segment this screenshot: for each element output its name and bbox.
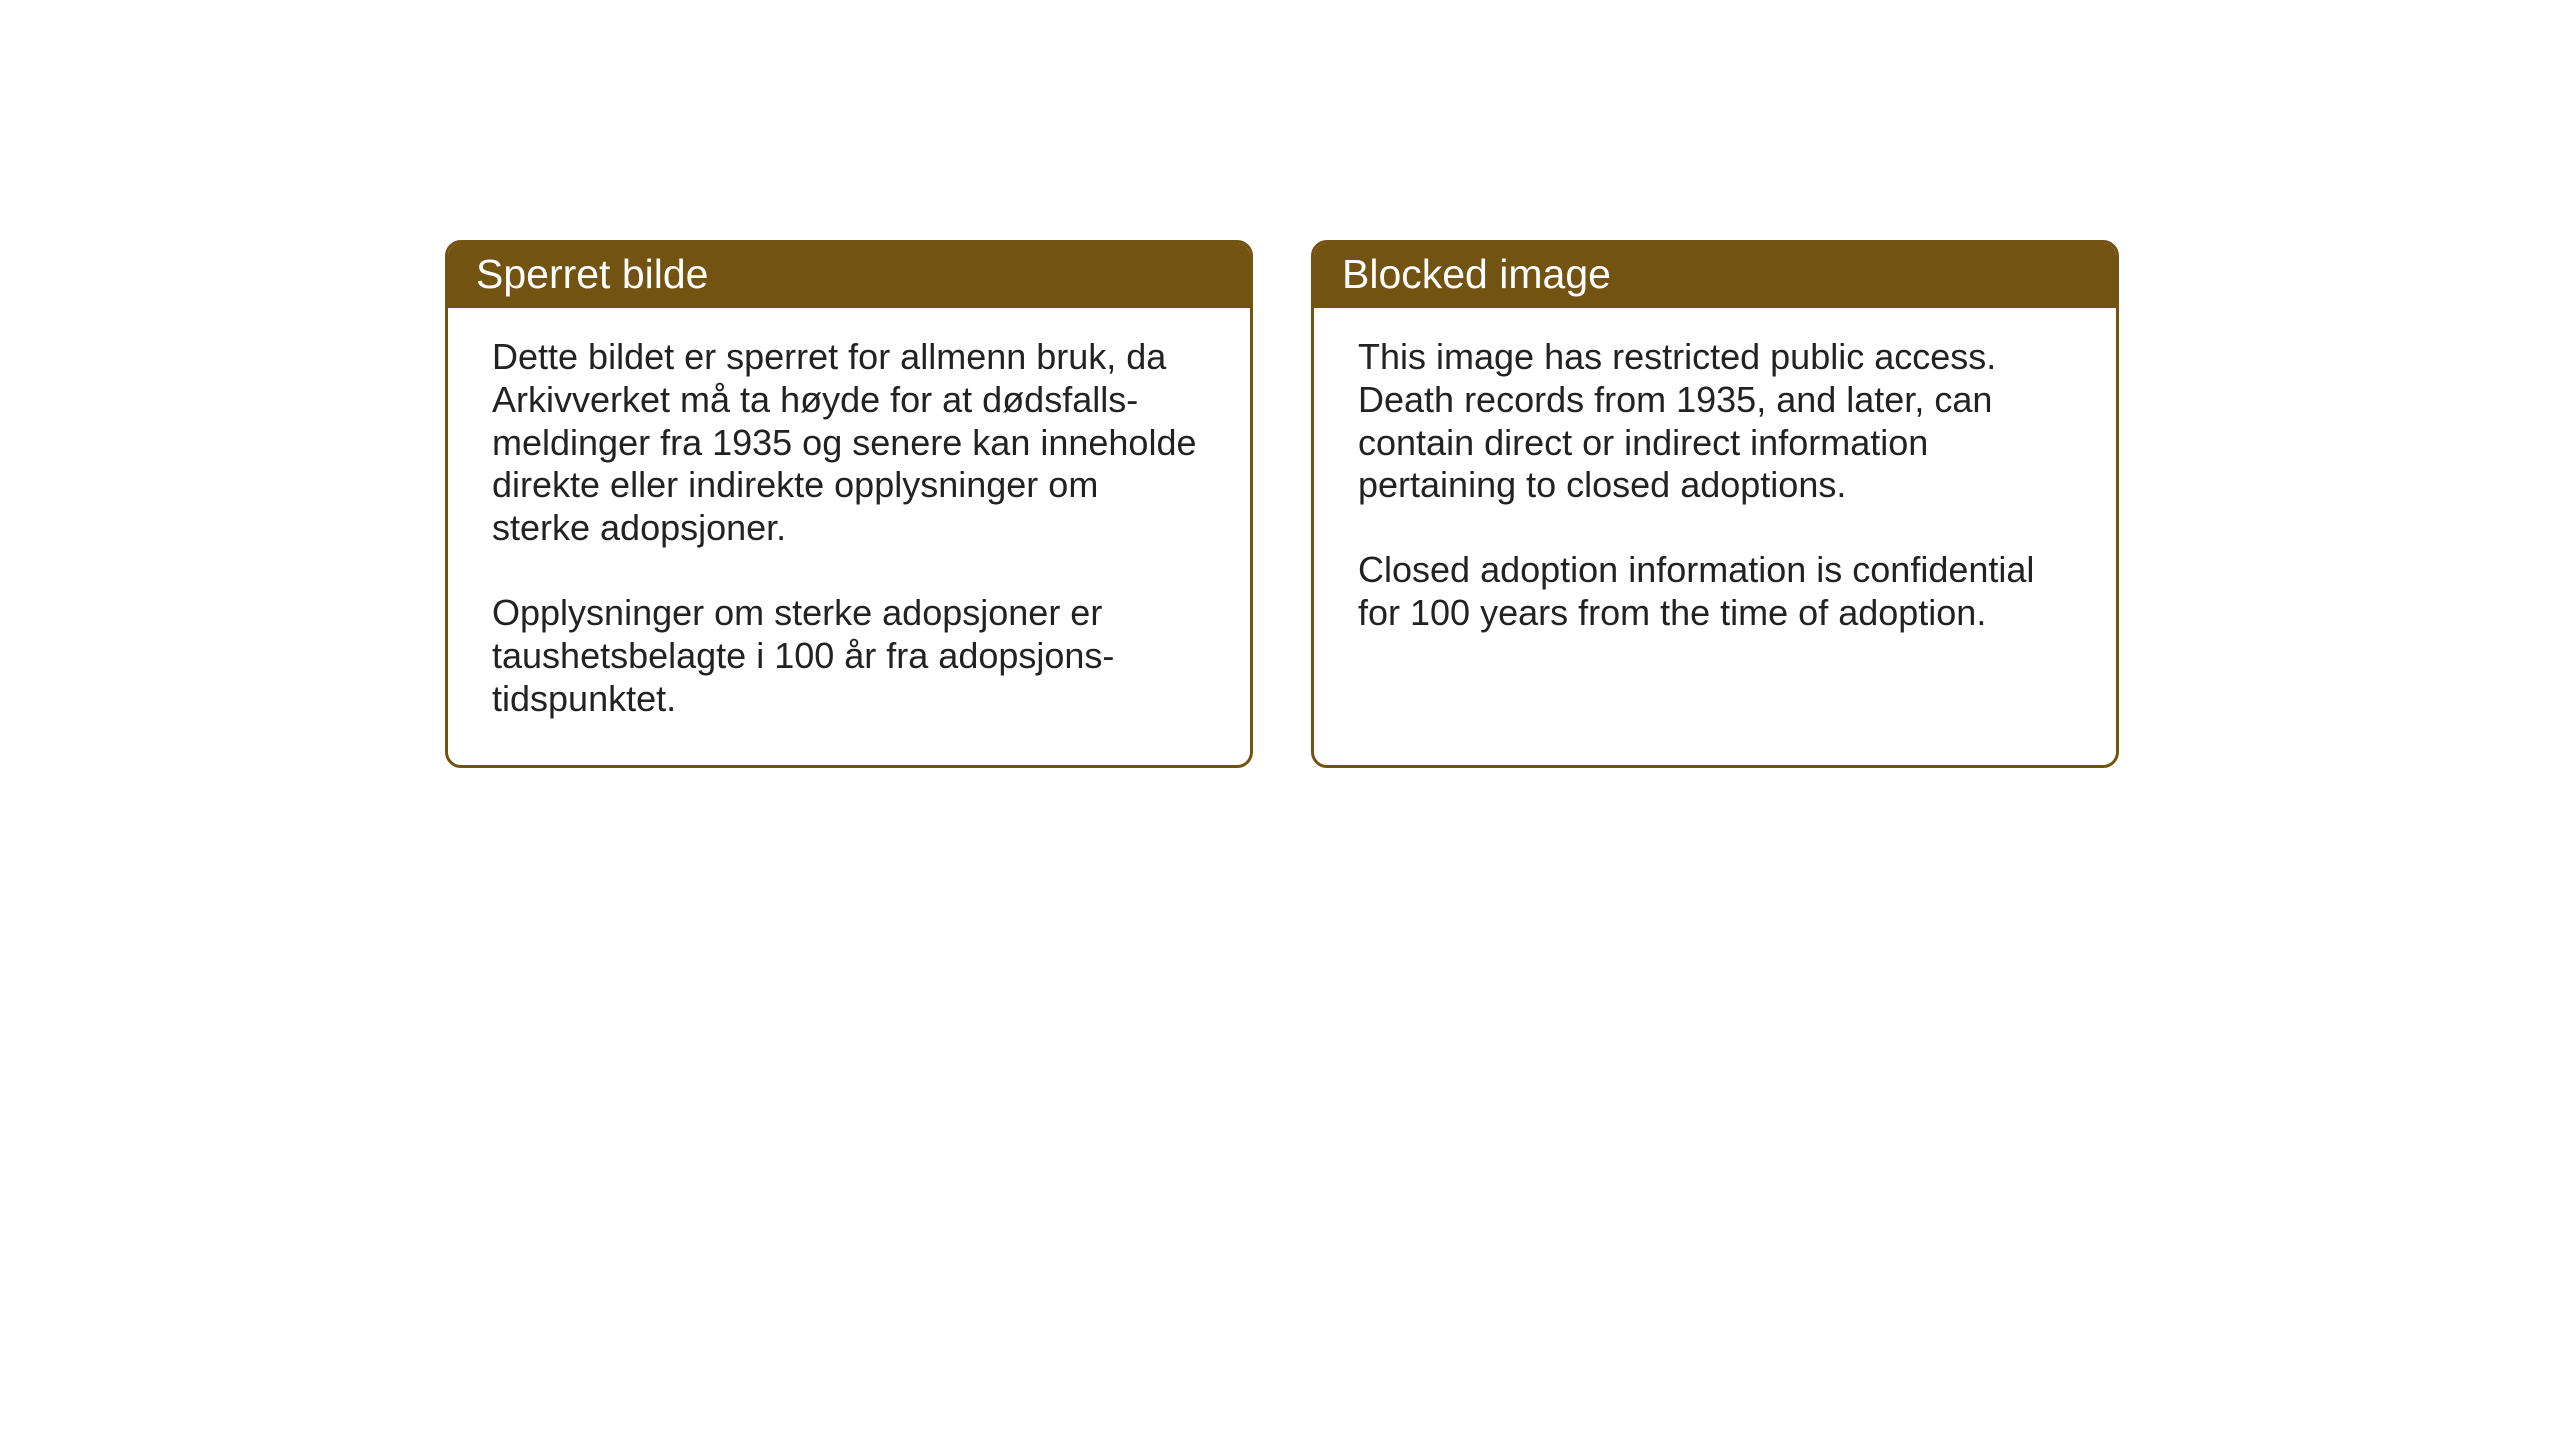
notice-container: Sperret bilde Dette bildet er sperret fo… xyxy=(445,240,2119,768)
notice-title-norwegian: Sperret bilde xyxy=(448,243,1250,308)
notice-paragraph-norwegian-2: Opplysninger om sterke adopsjoner er tau… xyxy=(492,592,1206,720)
notice-paragraph-english-2: Closed adoption information is confident… xyxy=(1358,549,2072,635)
notice-card-norwegian: Sperret bilde Dette bildet er sperret fo… xyxy=(445,240,1253,768)
notice-body-english: This image has restricted public access.… xyxy=(1314,308,2116,728)
notice-paragraph-norwegian-1: Dette bildet er sperret for allmenn bruk… xyxy=(492,336,1206,550)
notice-body-norwegian: Dette bildet er sperret for allmenn bruk… xyxy=(448,308,1250,765)
notice-card-english: Blocked image This image has restricted … xyxy=(1311,240,2119,768)
notice-title-english: Blocked image xyxy=(1314,243,2116,308)
notice-paragraph-english-1: This image has restricted public access.… xyxy=(1358,336,2072,507)
